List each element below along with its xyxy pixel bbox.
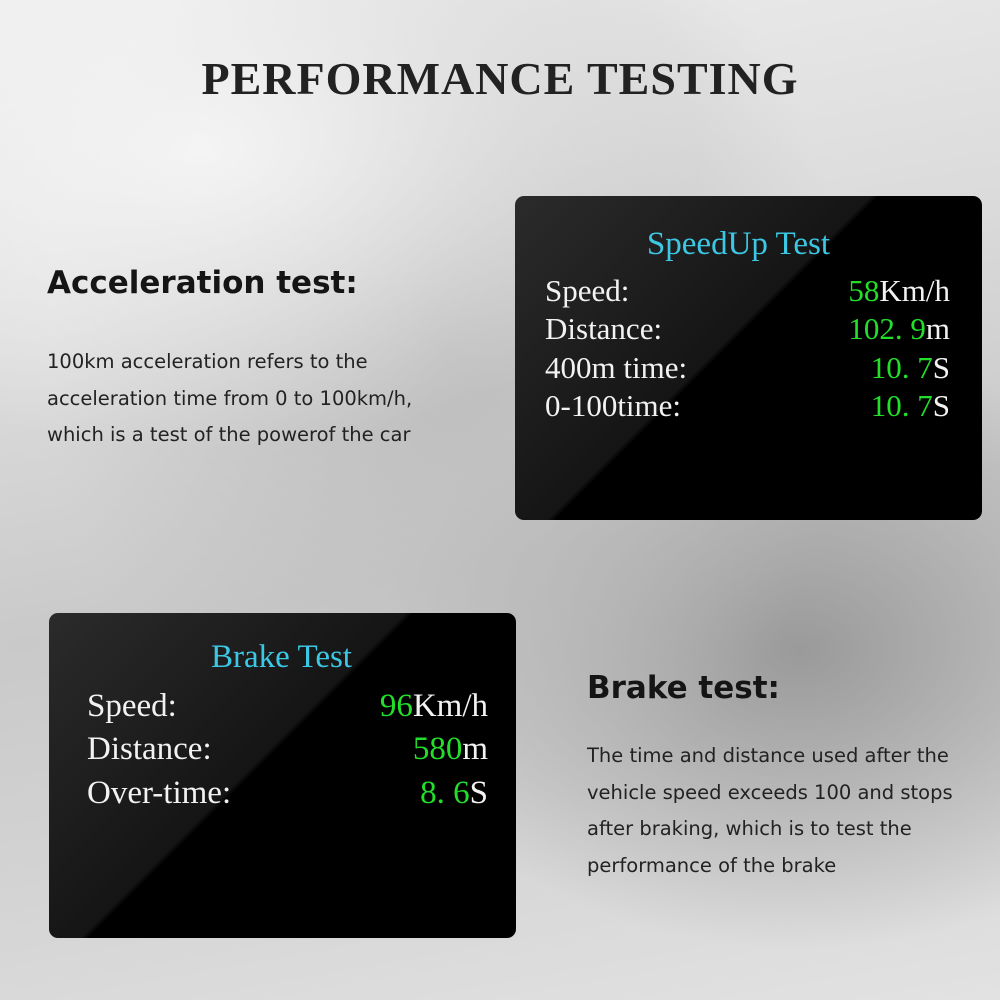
row-400m-time: 400m time: 10. 7S xyxy=(545,350,950,386)
row-0-100-time: 0-100time: 10. 7S xyxy=(545,388,950,424)
row-unit: S xyxy=(932,350,950,385)
acceleration-heading: Acceleration test: xyxy=(47,265,358,301)
brake-description: The time and distance used after the veh… xyxy=(587,738,953,884)
row-speed: Speed: 96Km/h xyxy=(87,688,488,725)
text-line: acceleration time from 0 to 100km/h, xyxy=(47,386,413,410)
row-value: 96 xyxy=(379,688,413,724)
row-speed: Speed: 58Km/h xyxy=(545,273,950,309)
row-value: 102. 9 xyxy=(848,311,926,346)
row-value: 10. 7 xyxy=(870,388,933,423)
row-value: 10. 7 xyxy=(870,350,933,385)
row-value: 580 xyxy=(412,731,463,767)
row-label: Speed: xyxy=(87,688,177,724)
row-label: Speed: xyxy=(545,273,630,308)
text-line: The time and distance used after the xyxy=(587,744,949,767)
row-unit: S xyxy=(469,775,488,811)
text-line: vehicle speed exceeds 100 and stops xyxy=(587,780,953,804)
text-line: which is a test of the powerof the car xyxy=(47,423,411,446)
acceleration-description: 100km acceleration refers to the acceler… xyxy=(47,344,412,454)
brake-test-panel: Brake Test Speed: 96Km/h Distance: 580m Ov… xyxy=(49,613,516,938)
row-distance: Distance: 102. 9m xyxy=(545,311,950,347)
row-label: Distance: xyxy=(87,731,212,767)
row-over-time: Over-time: 8. 6S xyxy=(87,775,488,812)
row-label: Over-time: xyxy=(87,775,232,811)
text-line: 100km acceleration refers to the xyxy=(47,350,368,373)
row-unit: Km/h xyxy=(879,273,950,308)
text-line: after braking, which is to test the xyxy=(587,817,912,840)
row-label: 400m time: xyxy=(545,350,688,385)
row-unit: m xyxy=(462,731,488,767)
row-value: 58 xyxy=(848,273,880,308)
brake-heading: Brake test: xyxy=(587,670,780,706)
panel-title: SpeedUp Test xyxy=(646,226,831,262)
row-label: Distance: xyxy=(545,311,663,346)
panel-title: Brake Test xyxy=(49,639,514,676)
panel-title-text: Brake Test xyxy=(211,639,352,675)
speedup-test-panel: SpeedUp Test Speed: 58Km/h Distance: 102. … xyxy=(515,196,982,520)
row-unit: Km/h xyxy=(412,688,488,724)
row-unit: m xyxy=(925,311,950,346)
row-value: 8. 6 xyxy=(420,775,470,811)
row-unit: S xyxy=(932,388,950,423)
row-label: 0-100time: xyxy=(545,388,682,423)
row-distance: Distance: 580m xyxy=(87,731,488,768)
text-line: performance of the brake xyxy=(587,853,837,877)
page-title: PERFORMANCE TESTING xyxy=(201,53,799,104)
